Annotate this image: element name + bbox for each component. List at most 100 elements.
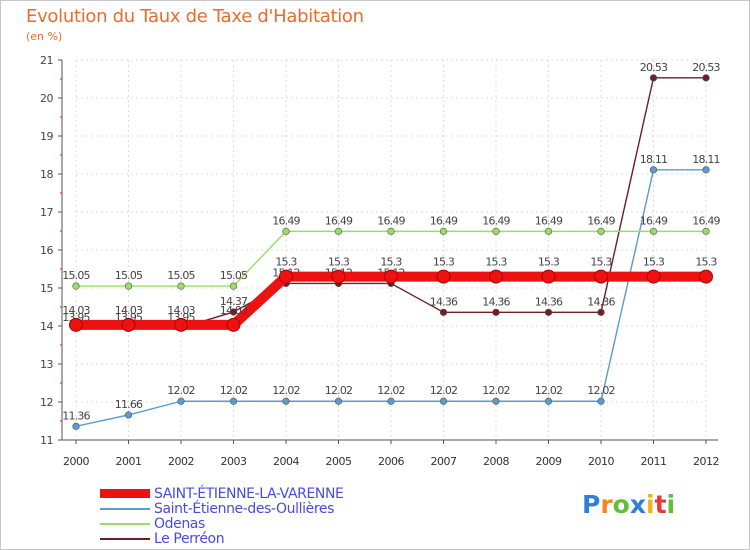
data-point xyxy=(702,166,710,174)
data-point xyxy=(334,227,343,235)
x-tick-label: 2010 xyxy=(588,455,614,468)
legend-swatch-odenas xyxy=(100,522,150,525)
data-label: 14.03 xyxy=(220,304,248,317)
data-point xyxy=(597,227,605,235)
data-point xyxy=(226,317,241,332)
data-label: 15.3 xyxy=(380,256,402,269)
data-point xyxy=(387,397,395,405)
data-point xyxy=(124,282,133,290)
data-label: 12.02 xyxy=(272,384,300,397)
data-point xyxy=(229,397,238,405)
data-label: 12.02 xyxy=(167,384,195,397)
data-point xyxy=(544,308,553,316)
x-tick-label: 2006 xyxy=(378,455,404,468)
logo-letter: P xyxy=(582,490,601,519)
data-point xyxy=(597,397,605,405)
x-tick-label: 2009 xyxy=(536,455,562,468)
data-label: 12.02 xyxy=(220,384,248,397)
data-label: 15.3 xyxy=(643,256,665,269)
data-label: 16.49 xyxy=(535,214,563,227)
legend-item: Saint-Étienne-des-Oullières xyxy=(100,500,344,517)
data-point xyxy=(649,227,658,235)
logo-letter: o xyxy=(612,490,630,519)
data-label: 16.49 xyxy=(587,214,615,227)
data-label: 20.53 xyxy=(640,61,668,74)
data-point xyxy=(174,317,188,332)
data-label: 18.11 xyxy=(640,153,668,166)
data-label: 16.49 xyxy=(692,214,720,227)
data-label: 14.03 xyxy=(115,304,143,317)
data-point xyxy=(279,269,293,284)
data-label: 11.66 xyxy=(115,398,143,411)
data-point xyxy=(439,308,448,316)
data-label: 14.36 xyxy=(430,295,458,308)
data-label: 15.3 xyxy=(433,256,455,269)
data-label: 16.49 xyxy=(325,214,353,227)
data-point xyxy=(72,282,80,290)
legend-swatch-saint-etienne-la-varenne xyxy=(100,489,150,498)
data-label: 16.49 xyxy=(377,214,405,227)
line-chart: 11 12 13 14 15 16 17 18 19 20 21 2000 2001 2002 2003 20… xyxy=(40,54,721,468)
data-label: 15.3 xyxy=(275,256,297,269)
data-label: 14.03 xyxy=(167,304,195,317)
y-tick-label: 13 xyxy=(40,358,53,371)
data-point xyxy=(439,227,448,235)
data-point xyxy=(544,397,553,405)
y-tick-label: 16 xyxy=(40,244,53,257)
data-point xyxy=(594,269,608,284)
x-tick-label: 2005 xyxy=(326,455,352,468)
data-label: 15.05 xyxy=(167,269,195,282)
y-tick-label: 17 xyxy=(40,206,53,219)
x-tick-label: 2012 xyxy=(693,455,719,468)
data-label: 15.3 xyxy=(538,256,560,269)
data-point xyxy=(492,397,500,405)
data-point xyxy=(229,282,238,290)
data-point xyxy=(492,227,500,235)
data-point xyxy=(121,317,136,332)
data-point xyxy=(387,227,395,235)
legend-item: Odenas xyxy=(100,516,344,532)
data-label: 16.49 xyxy=(482,214,510,227)
legend-swatch-le-perreon xyxy=(100,537,150,540)
data-label: 16.49 xyxy=(640,214,668,227)
data-label: 12.02 xyxy=(325,384,353,397)
data-point xyxy=(702,74,710,82)
data-point xyxy=(177,397,185,405)
data-label: 15.3 xyxy=(485,256,507,269)
data-point xyxy=(229,308,238,316)
x-tick-label: 2004 xyxy=(273,455,299,468)
data-point xyxy=(334,397,343,405)
logo-letter: t xyxy=(654,490,667,519)
data-label: 12.02 xyxy=(482,384,510,397)
data-label: 14.37 xyxy=(220,295,248,308)
proxiti-logo: Proxiti xyxy=(582,490,675,519)
y-tick-label: 19 xyxy=(40,130,53,143)
data-point xyxy=(702,227,710,235)
x-tick-label: 2008 xyxy=(483,455,509,468)
data-point xyxy=(649,74,658,82)
x-tick-label: 2002 xyxy=(168,455,194,468)
y-tick-label: 14 xyxy=(40,320,53,333)
data-point xyxy=(177,282,185,290)
legend-label: Saint-Étienne-des-Oullières xyxy=(154,500,334,517)
y-tick-label: 12 xyxy=(40,396,53,409)
data-point xyxy=(492,308,500,316)
chart-legend: SAINT-ÉTIENNE-LA-VARENNE Saint-Étienne-d… xyxy=(100,486,344,547)
data-point xyxy=(282,397,290,405)
data-label: 15.05 xyxy=(220,269,248,282)
data-label: 15.05 xyxy=(62,269,90,282)
x-tick-label: 2000 xyxy=(63,455,89,468)
data-label: 18.11 xyxy=(692,153,720,166)
data-label: 14.36 xyxy=(535,295,563,308)
logo-letter: i xyxy=(646,490,655,519)
data-label: 12.02 xyxy=(377,384,405,397)
y-tick-label: 21 xyxy=(40,54,53,67)
legend-swatch-saint-etienne-des-oullieres xyxy=(100,507,150,510)
data-point xyxy=(436,269,451,284)
data-point xyxy=(124,411,133,419)
data-label: 12.02 xyxy=(587,384,615,397)
data-point xyxy=(646,269,661,284)
x-tick-label: 2011 xyxy=(641,455,667,468)
y-tick-label: 20 xyxy=(40,92,53,105)
data-point xyxy=(72,422,80,430)
